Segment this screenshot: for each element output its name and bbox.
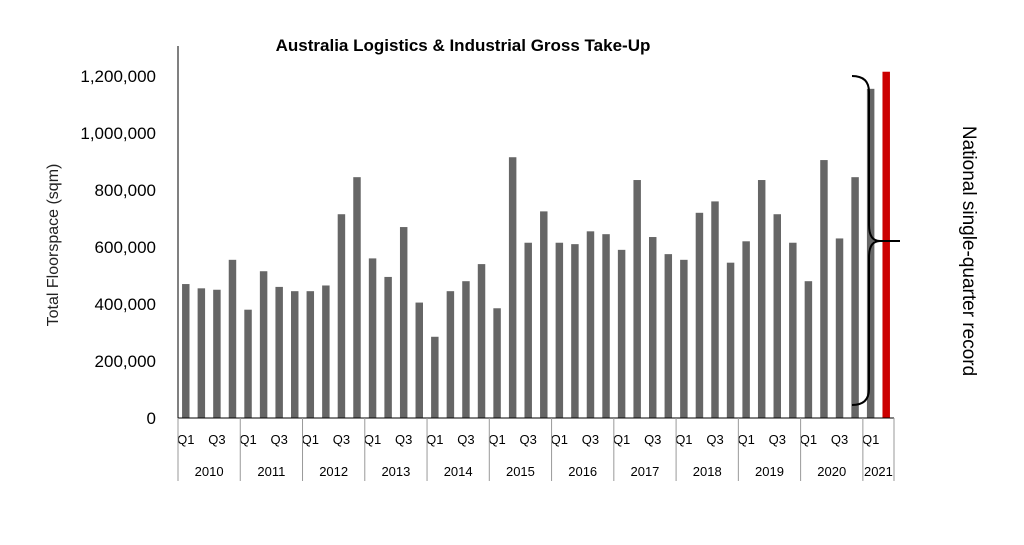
year-label: 2013 [381,464,410,479]
bar [742,241,750,418]
bar [275,286,283,418]
bar [711,201,719,418]
quarter-tick-label: Q3 [457,432,474,447]
quarter-tick-label: Q1 [551,432,568,447]
year-label: 2011 [257,464,285,479]
bar [680,259,688,418]
quarter-tick-label: Q1 [177,432,194,447]
bar [477,264,486,418]
bar [586,231,595,418]
year-label: 2012 [319,464,348,479]
bar [633,180,641,418]
bar [773,214,781,418]
y-tick-label: 1,000,000 [80,124,156,143]
bar [695,212,704,418]
year-label: 2021 [864,464,893,479]
bar [555,242,564,418]
quarter-tick-label: Q3 [831,432,848,447]
bar [431,336,439,418]
y-tick-label: 0 [147,409,156,428]
y-tick-label: 1,200,000 [80,67,156,86]
bar [571,244,579,418]
quarter-tick-label: Q1 [488,432,505,447]
bar [259,271,268,418]
bar [228,259,237,418]
quarter-tick-label: Q3 [333,432,350,447]
bar [649,237,657,418]
bar [337,214,346,418]
bar [244,309,252,418]
bar [462,281,470,418]
x-axis: Q1 Q3 Q1 Q3 Q1 Q3 Q1 Q3 Q1 Q3 Q1 Q3 Q1 Q3 Q1 Q3 Q1 Q3 Q1 Q3… [177,417,895,481]
year-label: 2017 [630,464,659,479]
bar [197,288,206,418]
bar [789,242,797,418]
bar [322,285,330,418]
y-tick-label: 200,000 [95,352,156,371]
quarter-tick-label: Q1 [675,432,692,447]
bar [213,289,221,418]
quarter-tick-label: Q3 [520,432,537,447]
bar-record [882,71,890,418]
quarter-tick-label: Q1 [302,432,319,447]
bar [446,291,455,418]
quarter-tick-label: Q3 [208,432,225,447]
bar [820,160,828,418]
bar [493,308,501,418]
quarter-tick-label: Q1 [800,432,817,447]
quarter-tick-label: Q3 [270,432,287,447]
bar [306,291,315,418]
quarter-tick-label: Q3 [706,432,723,447]
year-label: 2014 [444,464,473,479]
quarter-tick-label: Q1 [613,432,630,447]
quarter-tick-label: Q1 [364,432,381,447]
quarter-tick-label: Q1 [862,432,879,447]
bar [757,180,766,418]
bar [602,234,610,418]
y-tick-label: 600,000 [95,238,156,257]
record-annotation: National single-quarter record [851,75,979,406]
year-label: 2018 [693,464,722,479]
year-label: 2016 [568,464,597,479]
year-label: 2010 [195,464,224,479]
record-annotation-text: National single-quarter record [958,126,979,376]
bar [726,262,735,418]
bar [540,211,548,419]
bar [182,284,190,418]
bar [368,258,377,418]
quarter-tick-label: Q3 [644,432,661,447]
bar [617,249,626,418]
y-tick-label: 400,000 [95,295,156,314]
bar [835,238,844,418]
bar [399,227,408,418]
year-label: 2020 [817,464,846,479]
chart-title: Australia Logistics & Industrial Gross T… [276,36,651,55]
quarter-tick-label: Q3 [395,432,412,447]
bar [851,177,859,418]
y-axis: 0 200,000 400,000 600,000 800,000 1,000,000 1,… [80,46,179,428]
bar [804,281,813,418]
bar [866,88,875,418]
y-axis-label: Total Floorspace (sqm) [45,164,62,327]
bar [415,302,423,418]
bar [524,242,532,418]
bar [664,254,673,419]
bars-group [182,71,890,419]
year-label: 2015 [506,464,535,479]
y-tick-label: 800,000 [95,181,156,200]
bar [384,276,392,418]
bar [291,291,299,418]
quarter-tick-label: Q1 [737,432,754,447]
quarter-tick-label: Q1 [239,432,256,447]
quarter-tick-label: Q1 [426,432,443,447]
year-label: 2019 [755,464,784,479]
bar [353,177,361,418]
quarter-tick-label: Q3 [582,432,599,447]
quarter-tick-label: Q3 [769,432,786,447]
bar [508,157,517,419]
